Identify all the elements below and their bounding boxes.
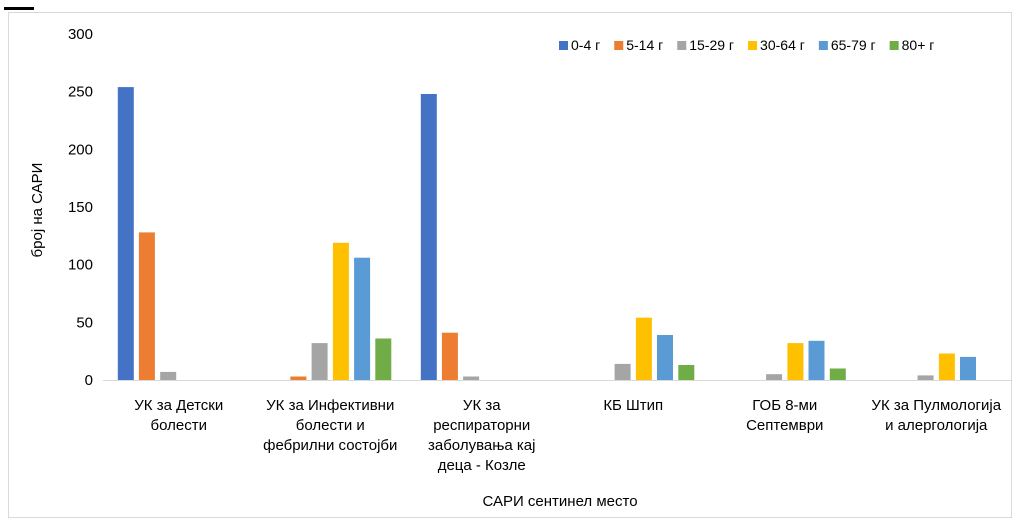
bar (463, 376, 480, 380)
y-tick-label: 250 (68, 84, 93, 101)
x-tick-label: УК за Пулмологија и алергологија (871, 397, 1001, 434)
bar (938, 353, 955, 380)
bar (441, 332, 458, 380)
y-tick-label: 300 (68, 26, 93, 43)
y-tick-label: 200 (68, 141, 93, 158)
legend-swatch (818, 41, 828, 50)
legend-label: 0-4 г (571, 37, 600, 53)
cropped-caption-strip (0, 0, 1017, 12)
legend-swatch (614, 41, 624, 50)
legend-swatch (559, 41, 568, 50)
bar (787, 343, 804, 380)
bar (420, 94, 437, 380)
y-axis: 0 50 100 150 200 250 300 (68, 26, 93, 389)
bar (657, 335, 673, 380)
legend-label: 65-79 г (831, 37, 876, 53)
x-tick-label: ГОБ 8-ми Септември (746, 397, 823, 434)
bar (635, 317, 652, 380)
legend-swatch (889, 41, 899, 50)
bar (311, 343, 328, 380)
bar (614, 363, 631, 380)
legend-label: 15-29 г (689, 37, 734, 53)
legend-label: 30-64 г (760, 37, 805, 53)
bar (808, 340, 825, 380)
legend-label: 80+ г (902, 37, 935, 53)
bar (160, 371, 177, 380)
x-axis: УК за Детски болести УК за Инфективни болес… (103, 380, 1012, 474)
y-tick-label: 100 (68, 257, 93, 274)
legend: 0-4 г 5-14 г 15-29 г 30-64 г 65-79 г 80+ г (559, 37, 934, 53)
y-tick-label: 0 (85, 372, 93, 389)
x-axis-title: САРИ сентинел место (482, 493, 637, 510)
caption-underline (4, 7, 34, 10)
x-tick-label: КБ Штип (603, 397, 663, 414)
x-tick-label: УК за Инфективни болести и фебрилни состој… (263, 397, 397, 454)
legend-swatch (677, 41, 687, 50)
chart-frame (8, 12, 1012, 518)
bar (117, 87, 134, 380)
bar (678, 365, 695, 380)
bar (960, 356, 976, 380)
y-axis-title: број на САРИ (29, 163, 46, 258)
bars (117, 87, 976, 380)
legend-swatch (748, 41, 758, 50)
bar (917, 375, 934, 380)
bar (290, 376, 307, 380)
bar (766, 374, 783, 380)
x-tick-label: УК за респираторни заболувања кај деца - Ко… (428, 397, 535, 474)
y-tick-label: 50 (76, 314, 93, 331)
x-tick-label: УК за Детски болести (134, 397, 223, 434)
bar (829, 368, 846, 380)
bar (354, 257, 371, 380)
legend-label: 5-14 г (626, 37, 663, 53)
bar (332, 242, 349, 380)
y-tick-label: 150 (68, 199, 93, 216)
bar (138, 232, 155, 380)
bar (375, 338, 392, 380)
